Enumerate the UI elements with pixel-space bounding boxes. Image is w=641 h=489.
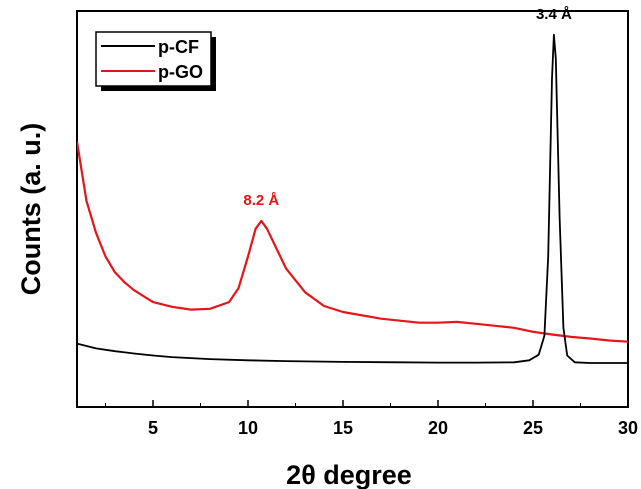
x-tick-label: 15 [333, 418, 353, 438]
x-axis-title: 2θ degree [286, 460, 412, 489]
legend-label-p-go: p-GO [158, 62, 203, 82]
x-tick-label: 5 [148, 418, 158, 438]
peak-annotation: 3.4 Å [536, 6, 572, 23]
x-tick-label: 30 [618, 418, 638, 438]
plot-frame [76, 10, 629, 408]
x-tick-label: 25 [523, 418, 543, 438]
x-tick-label: 10 [238, 418, 258, 438]
series-line-p-cf [77, 33, 628, 364]
x-tick-label: 20 [428, 418, 448, 438]
y-axis-title: Counts (a. u.) [16, 123, 46, 295]
peak-annotation: 8.2 Å [243, 192, 279, 209]
legend: p-CF p-GO [95, 31, 216, 91]
legend-label-p-cf: p-CF [158, 37, 199, 57]
series-line-p-go [77, 141, 628, 343]
legend-box [95, 31, 212, 87]
